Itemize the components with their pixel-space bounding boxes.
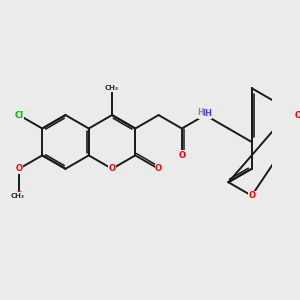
Text: CH₃: CH₃ — [11, 193, 25, 199]
Text: O: O — [16, 164, 22, 173]
Text: Cl: Cl — [14, 111, 23, 120]
Text: O: O — [109, 164, 116, 173]
Text: O: O — [155, 164, 162, 173]
Text: O: O — [178, 151, 185, 160]
Text: NH: NH — [198, 109, 212, 118]
Text: H: H — [197, 108, 203, 117]
Text: O: O — [248, 191, 255, 200]
Text: O: O — [295, 111, 300, 120]
Text: O: O — [16, 191, 22, 200]
Text: CH₃: CH₃ — [105, 85, 119, 91]
